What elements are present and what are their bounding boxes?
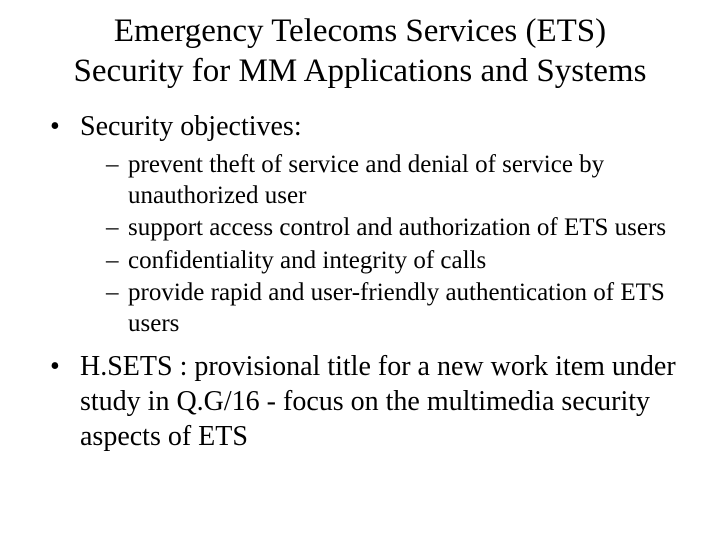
slide-title: Emergency Telecoms Services (ETS) Securi…	[28, 12, 692, 91]
list-item: Security objectives: prevent theft of se…	[50, 109, 692, 339]
sub-bullet-text: provide rapid and user-friendly authenti…	[128, 279, 665, 337]
bullet-list-level1: Security objectives: prevent theft of se…	[50, 109, 692, 454]
sub-bullet-text: support access control and authorization…	[128, 214, 666, 241]
title-line-2: Security for MM Applications and Systems	[74, 53, 647, 89]
bullet-list-level2: prevent theft of service and denial of s…	[106, 150, 692, 339]
sub-bullet-text: prevent theft of service and denial of s…	[128, 151, 604, 209]
list-item: H.SETS : provisional title for a new wor…	[50, 349, 692, 454]
sub-bullet-text: confidentiality and integrity of calls	[128, 247, 486, 274]
slide-container: Emergency Telecoms Services (ETS) Securi…	[0, 0, 720, 484]
list-item: provide rapid and user-friendly authenti…	[106, 278, 692, 339]
list-item: confidentiality and integrity of calls	[106, 246, 692, 277]
bullet-text: H.SETS : provisional title for a new wor…	[80, 351, 676, 452]
list-item: prevent theft of service and denial of s…	[106, 150, 692, 211]
list-item: support access control and authorization…	[106, 213, 692, 244]
bullet-text: Security objectives:	[80, 111, 302, 142]
title-line-1: Emergency Telecoms Services (ETS)	[114, 13, 606, 49]
